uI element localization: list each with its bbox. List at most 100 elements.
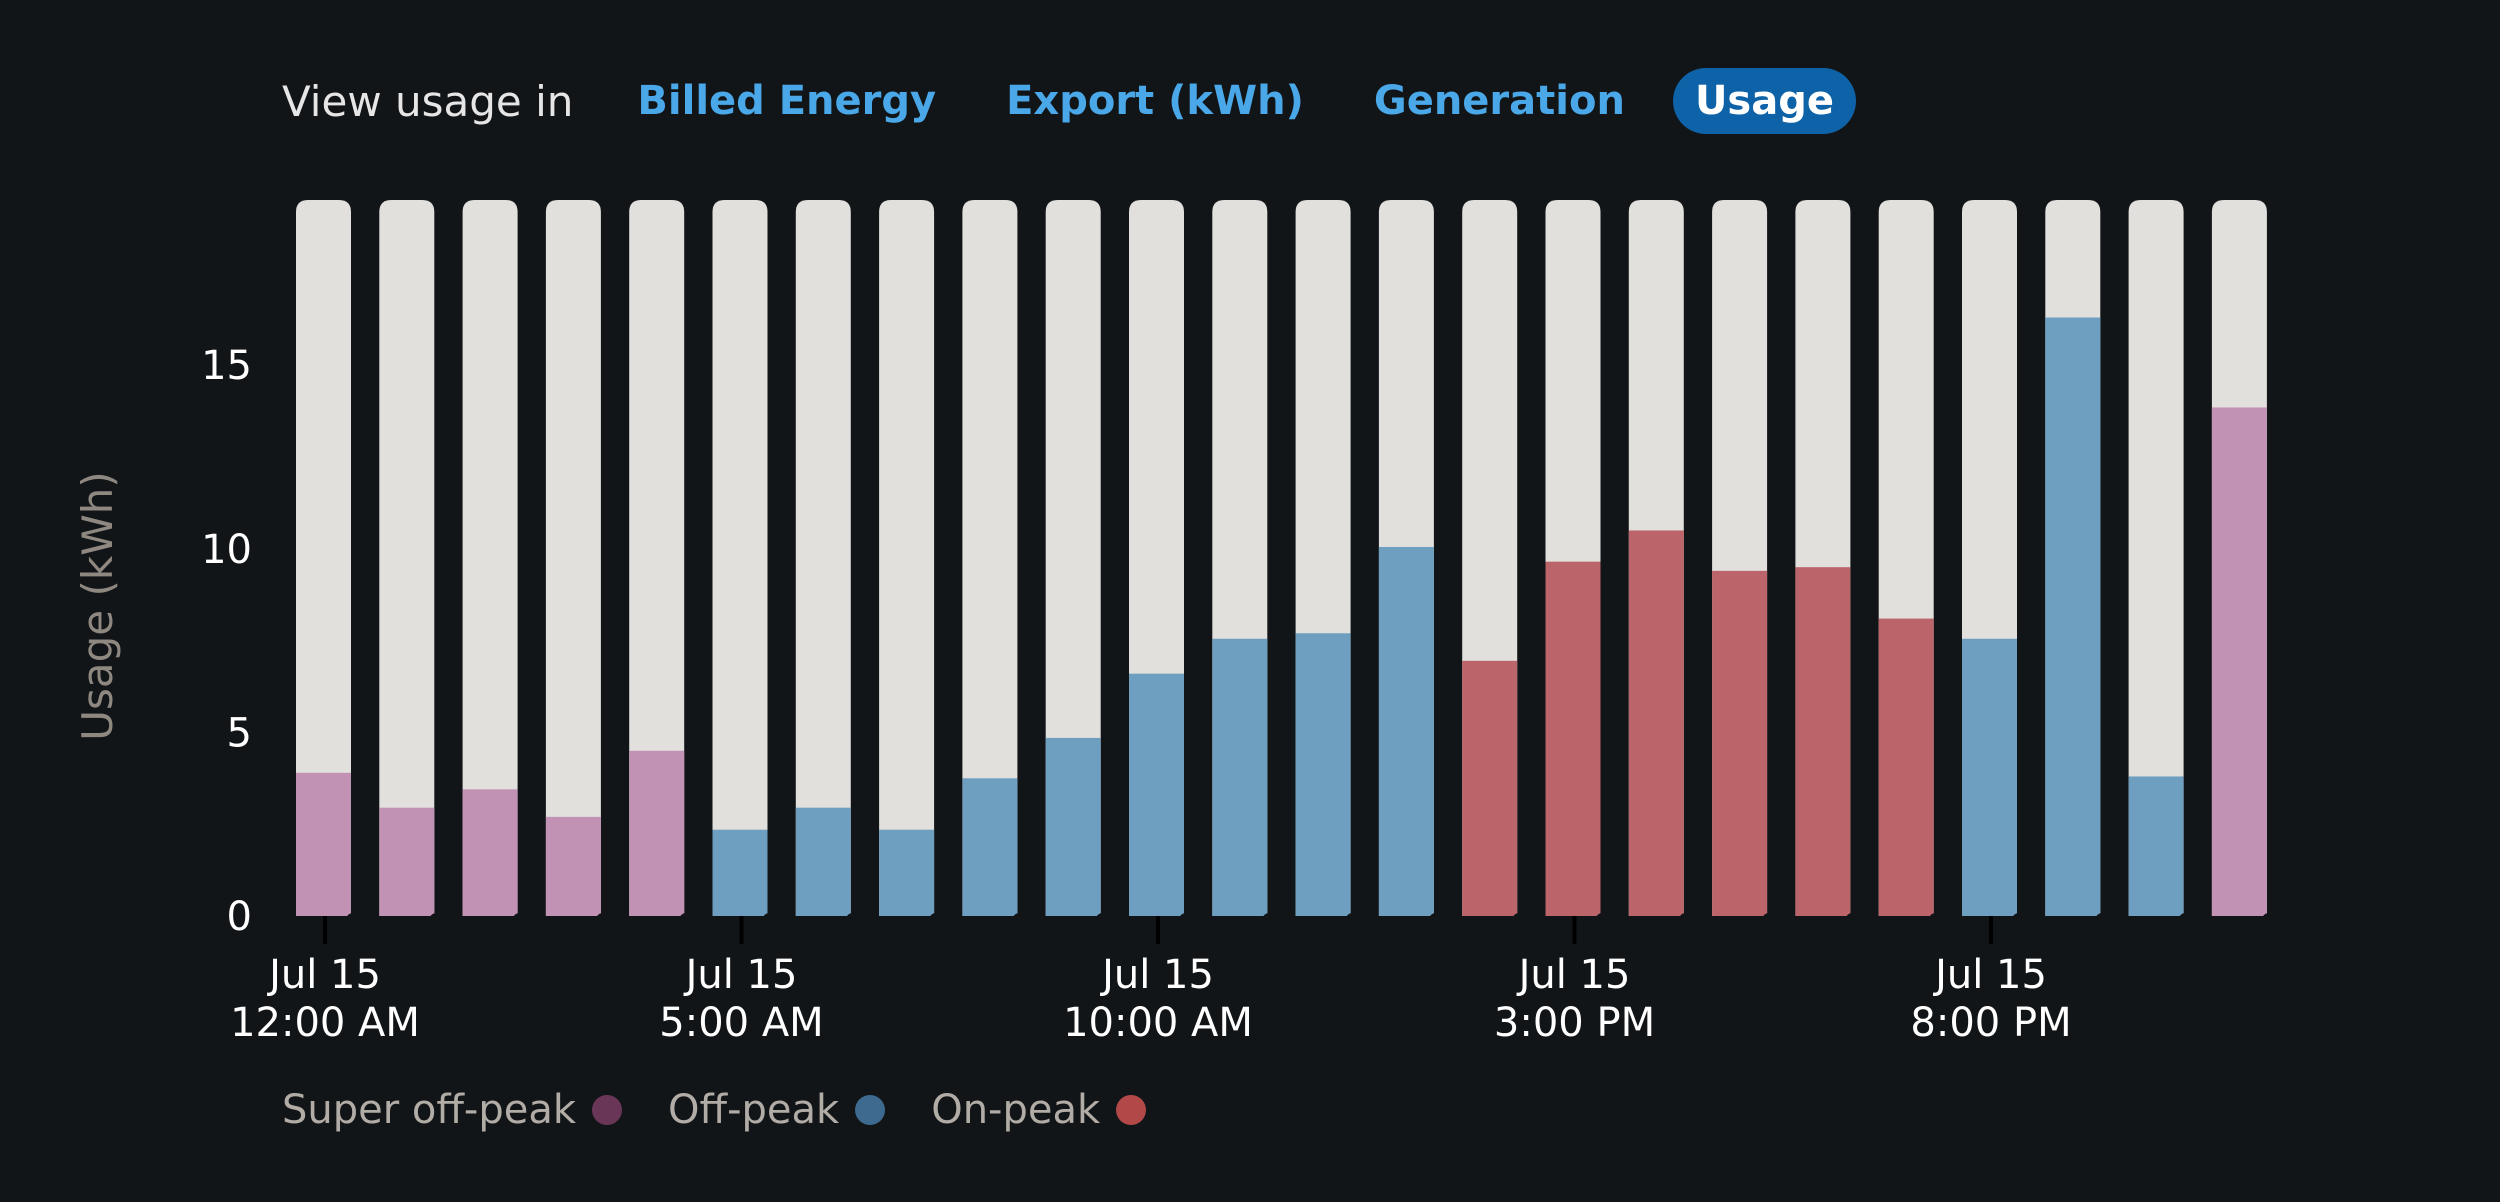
y-tick-label: 10 — [201, 527, 252, 573]
bar-5-00-pm[interactable] — [1712, 200, 1777, 927]
bar-notch — [679, 913, 694, 927]
bar-11-00-pm[interactable] — [2211, 200, 2276, 927]
bar-12-00-am[interactable] — [296, 200, 360, 927]
x-tick-time: 8:00 PM — [1910, 1000, 2071, 1046]
view-usage-selector: View usage in Billed Energy Export (kWh)… — [282, 66, 1882, 136]
chart-legend: Super off-peak Off-peak On-peak — [282, 1080, 1192, 1140]
bar-notch — [1095, 913, 1110, 927]
bar-value — [1378, 546, 1434, 916]
bar-9-00-am[interactable] — [1045, 200, 1110, 927]
bar-notch — [1595, 913, 1610, 927]
bar-notch — [929, 913, 944, 927]
bar-value — [462, 789, 518, 916]
bar-11-00-am[interactable] — [1212, 200, 1277, 927]
bar-4-00-am[interactable] — [629, 200, 694, 927]
bar-3-00-pm[interactable] — [1545, 200, 1610, 927]
bar-track — [462, 200, 518, 916]
bar-6-00-pm[interactable] — [1795, 200, 1860, 927]
bar-track — [962, 200, 1018, 916]
bar-2-00-am[interactable] — [462, 200, 527, 927]
bar-track — [879, 200, 935, 916]
x-tick-time: 3:00 PM — [1494, 1000, 1655, 1046]
bar-1-00-pm[interactable] — [1378, 200, 1443, 927]
bar-notch — [1928, 913, 1943, 927]
bar-value — [1878, 618, 1934, 916]
bar-track — [296, 200, 351, 916]
bar-notch — [1012, 913, 1027, 927]
bars — [296, 200, 2276, 927]
bar-value — [2045, 317, 2101, 916]
bar-track — [795, 200, 851, 916]
x-tick-date: Jul 15 — [1932, 952, 2047, 998]
y-tick-label: 0 — [227, 894, 252, 940]
bar-notch — [1512, 913, 1527, 927]
tab-usage[interactable]: Usage — [1672, 68, 1856, 134]
bar-track — [712, 200, 768, 916]
bar-value — [2128, 776, 2184, 916]
bar-notch — [512, 913, 527, 927]
bar-2-00-pm[interactable] — [1462, 200, 1527, 927]
x-tick-time: 5:00 AM — [659, 1000, 823, 1046]
tab-export-kwh[interactable]: Export (kWh) — [1006, 78, 1304, 124]
bar-5-00-am[interactable] — [712, 200, 777, 927]
x-tick-date: Jul 15 — [1516, 952, 1631, 998]
bar-1-00-am[interactable] — [379, 200, 444, 927]
bar-7-00-pm[interactable] — [1878, 200, 1943, 927]
bar-value — [712, 829, 768, 916]
bar-10-00-am[interactable] — [1129, 200, 1193, 927]
bar-notch — [1345, 913, 1360, 927]
bar-notch — [595, 913, 610, 927]
legend-label-off-peak: Off-peak — [668, 1087, 840, 1133]
bar-value — [1212, 638, 1268, 916]
bar-notch — [1845, 913, 1860, 927]
bar-track — [379, 200, 435, 916]
bar-value — [1628, 530, 1684, 916]
x-tick-date: Jul 15 — [683, 952, 798, 998]
legend-item-super-off-peak: Super off-peak — [282, 1087, 623, 1133]
bar-value — [1795, 567, 1851, 916]
bar-value — [629, 750, 685, 916]
tab-billed-energy[interactable]: Billed Energy — [637, 78, 937, 124]
bar-value — [1045, 737, 1101, 916]
bar-notch — [2178, 913, 2193, 927]
bar-notch — [2261, 913, 2276, 927]
bar-8-00-pm[interactable] — [1962, 200, 2026, 927]
legend-item-on-peak: On-peak — [931, 1087, 1147, 1133]
tab-generation[interactable]: Generation — [1373, 78, 1625, 124]
bar-6-00-am[interactable] — [795, 200, 860, 927]
bar-7-00-am[interactable] — [879, 200, 944, 927]
bar-value — [962, 778, 1018, 916]
bar-value — [1295, 633, 1351, 916]
legend-swatch-off-peak — [855, 1095, 886, 1125]
bar-notch — [1428, 913, 1443, 927]
bar-value — [1712, 570, 1768, 916]
bar-3-00-am[interactable] — [545, 200, 610, 927]
y-tick-label: 5 — [227, 710, 252, 756]
y-tick-label: 15 — [201, 343, 252, 389]
y-axis-label: Usage (kWh) — [73, 471, 122, 740]
bar-value — [795, 807, 851, 916]
bar-notch — [2095, 913, 2110, 927]
x-tick-date: Jul 15 — [266, 952, 381, 998]
bar-4-00-pm[interactable] — [1628, 200, 1693, 927]
legend-swatch-on-peak — [1116, 1095, 1147, 1125]
bar-10-00-pm[interactable] — [2128, 200, 2193, 927]
bar-value — [296, 772, 351, 916]
legend-item-off-peak: Off-peak — [668, 1087, 886, 1133]
bar-value — [545, 816, 601, 916]
bar-value — [1962, 638, 2017, 916]
x-tick-time: 12:00 AM — [230, 1000, 420, 1046]
bar-notch — [1179, 913, 1193, 927]
view-usage-label: View usage in — [282, 76, 574, 126]
legend-label-super-off-peak: Super off-peak — [282, 1087, 577, 1133]
y-axis: 0 5 10 15 — [201, 343, 252, 940]
bar-12-00-pm[interactable] — [1295, 200, 1360, 927]
bar-notch — [762, 913, 777, 927]
bar-value — [1545, 561, 1601, 916]
bar-9-00-pm[interactable] — [2045, 200, 2110, 927]
bar-value — [1462, 660, 1518, 916]
bar-value — [1129, 673, 1184, 916]
bar-8-00-am[interactable] — [962, 200, 1027, 927]
bar-notch — [845, 913, 860, 927]
